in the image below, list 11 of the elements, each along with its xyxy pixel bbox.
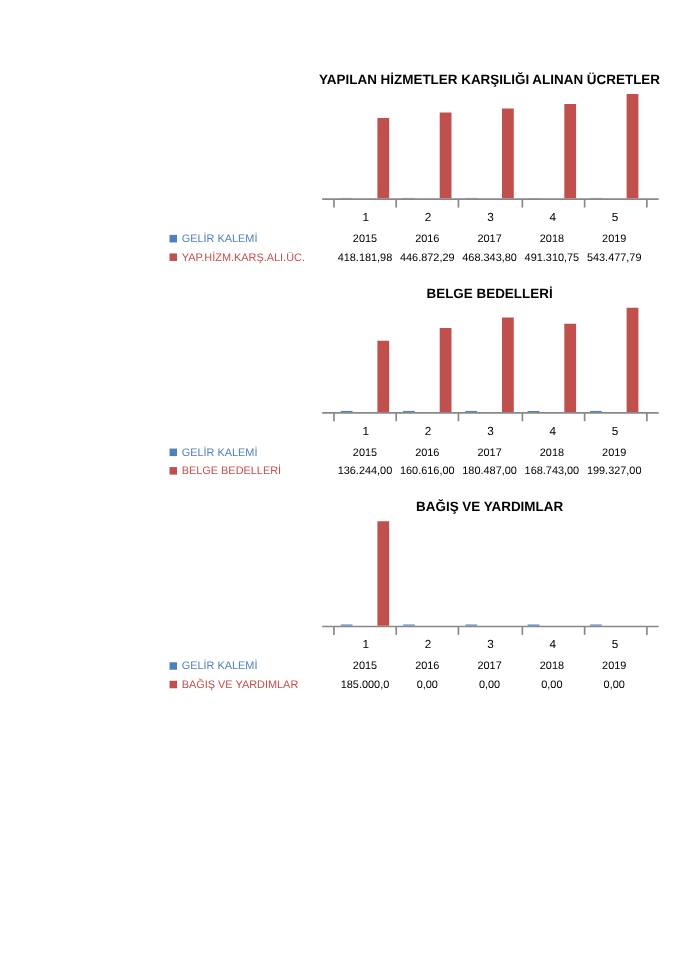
bar	[626, 307, 639, 412]
bar	[626, 94, 639, 199]
bar	[502, 108, 514, 199]
bar	[564, 323, 577, 412]
bar	[377, 340, 390, 412]
bar	[439, 112, 452, 199]
bar	[564, 104, 577, 199]
bar	[439, 327, 452, 412]
bar	[377, 118, 390, 199]
bar	[377, 521, 390, 626]
bar	[502, 317, 514, 412]
